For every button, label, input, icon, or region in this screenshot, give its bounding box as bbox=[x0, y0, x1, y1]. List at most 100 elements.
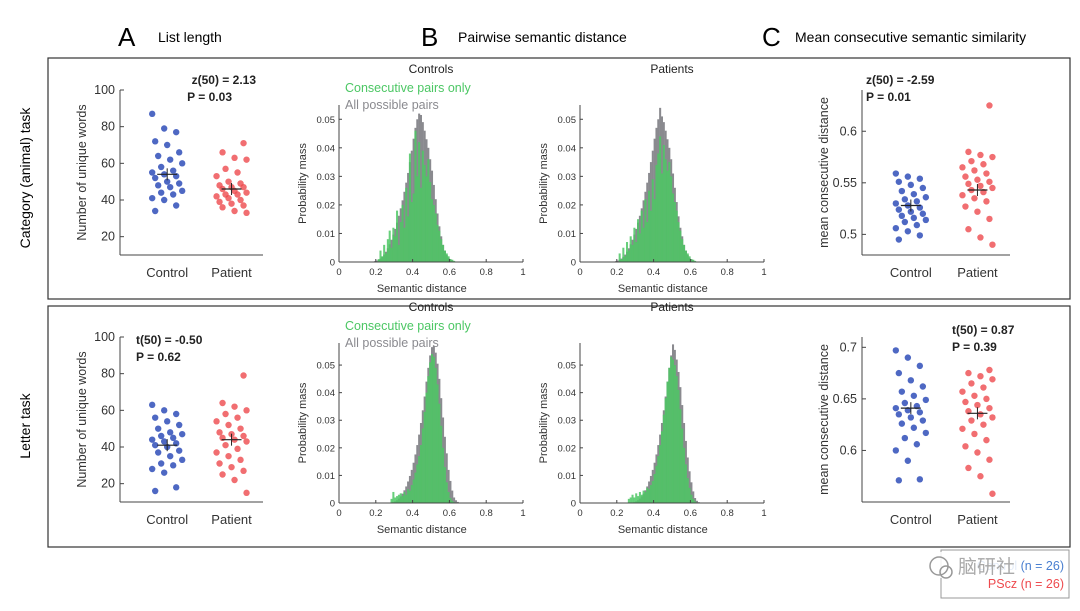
x-tick-label: 0.6 bbox=[684, 508, 697, 519]
patient-point bbox=[968, 380, 975, 387]
consecutive-bar bbox=[653, 199, 656, 262]
patient-point bbox=[228, 200, 235, 207]
patient-point bbox=[959, 425, 966, 432]
column-a-title: List length bbox=[158, 29, 222, 45]
consecutive-bar bbox=[627, 498, 630, 503]
consecutive-bar bbox=[429, 182, 432, 262]
patient-point bbox=[240, 139, 247, 147]
consecutive-bar bbox=[401, 496, 404, 503]
patient-point bbox=[986, 404, 993, 412]
control-point bbox=[892, 170, 900, 177]
control-point bbox=[916, 232, 924, 239]
row-label-letter: Letter task bbox=[17, 392, 33, 458]
control-point bbox=[919, 184, 927, 192]
x-tick-label: 0.6 bbox=[443, 508, 456, 519]
control-point bbox=[148, 194, 156, 202]
x-category-label: Control bbox=[146, 265, 188, 280]
watermark: 脑研社 bbox=[925, 552, 1021, 579]
consecutive-bar bbox=[681, 239, 684, 262]
consecutive-bar bbox=[694, 260, 697, 262]
all-pairs-bar bbox=[447, 469, 450, 503]
all-pairs-bar bbox=[616, 260, 619, 262]
patient-point bbox=[237, 196, 244, 204]
consecutive-bar bbox=[646, 222, 649, 262]
control-point bbox=[148, 110, 156, 118]
control-point bbox=[166, 183, 174, 191]
consecutive-bar bbox=[633, 497, 636, 503]
consecutive-bar bbox=[447, 256, 450, 262]
patient-point bbox=[989, 241, 996, 248]
consecutive-bar bbox=[416, 464, 419, 503]
x-tick-label: 0.4 bbox=[647, 267, 660, 278]
consecutive-bar bbox=[432, 204, 435, 262]
x-tick-label: 0.4 bbox=[647, 508, 660, 519]
consecutive-bar bbox=[683, 447, 686, 503]
consecutive-bar bbox=[451, 259, 454, 262]
x-category-label: Control bbox=[146, 512, 188, 527]
control-point bbox=[175, 149, 183, 156]
row-label-category: Category (animal) task bbox=[17, 107, 33, 249]
all-pairs-bar bbox=[695, 500, 698, 503]
x-tick-label: 0.8 bbox=[721, 267, 734, 278]
y-tick-label: 0.05 bbox=[558, 115, 577, 126]
patient-point bbox=[971, 392, 978, 399]
control-point bbox=[169, 462, 177, 469]
control-point bbox=[172, 202, 180, 209]
control-point bbox=[922, 216, 930, 224]
control-point bbox=[148, 436, 156, 443]
histogram-title: Controls bbox=[409, 300, 454, 314]
control-point bbox=[172, 128, 180, 136]
patient-point bbox=[240, 432, 247, 440]
x-axis-label: Semantic distance bbox=[618, 524, 708, 536]
y-axis-label: Probability mass bbox=[297, 143, 309, 224]
control-point bbox=[160, 196, 168, 204]
control-point bbox=[898, 212, 906, 220]
patient-point bbox=[231, 476, 238, 484]
consecutive-bar bbox=[394, 497, 397, 503]
all-pairs-bar bbox=[445, 453, 448, 503]
control-point bbox=[154, 152, 162, 160]
patient-point bbox=[980, 161, 987, 168]
patient-point bbox=[225, 178, 232, 185]
consecutive-bar bbox=[644, 491, 647, 503]
consecutive-bar bbox=[664, 159, 667, 262]
consecutive-bar bbox=[392, 491, 395, 503]
y-tick-label: 0.03 bbox=[317, 416, 336, 427]
y-axis-label: Probability mass bbox=[538, 382, 550, 463]
stat-p-value: P = 0.01 bbox=[866, 90, 911, 104]
patient-point bbox=[225, 194, 232, 202]
control-point bbox=[916, 476, 924, 483]
y-tick-label: 0.03 bbox=[317, 172, 336, 183]
consecutive-bar bbox=[694, 501, 697, 503]
patient-point bbox=[240, 202, 247, 209]
patient-point bbox=[225, 452, 232, 460]
x-tick-label: 1 bbox=[520, 267, 525, 278]
control-point bbox=[160, 469, 168, 476]
consecutive-bar bbox=[681, 428, 684, 503]
consecutive-bar bbox=[419, 445, 422, 503]
consecutive-bar bbox=[675, 210, 678, 262]
control-point bbox=[895, 411, 903, 418]
consecutive-bar bbox=[405, 187, 408, 262]
control-point bbox=[151, 414, 159, 421]
patient-point bbox=[977, 182, 984, 190]
consecutive-bar bbox=[670, 176, 673, 262]
patient-point bbox=[234, 414, 241, 421]
patient-point bbox=[222, 165, 229, 173]
control-point bbox=[904, 173, 912, 180]
control-point bbox=[895, 178, 903, 185]
control-point bbox=[148, 401, 156, 409]
consecutive-bar bbox=[660, 431, 663, 503]
consecutive-bar bbox=[421, 428, 424, 503]
x-tick-label: 1 bbox=[761, 508, 766, 519]
control-point bbox=[916, 409, 924, 416]
control-point bbox=[157, 189, 165, 196]
consecutive-bar bbox=[416, 176, 419, 262]
consecutive-bar bbox=[622, 247, 625, 262]
patient-point bbox=[231, 207, 238, 215]
consecutive-bar bbox=[440, 425, 443, 503]
consecutive-bar bbox=[418, 142, 421, 262]
consecutive-bar bbox=[451, 500, 454, 503]
histogram-title: Patients bbox=[650, 300, 693, 314]
control-point bbox=[178, 430, 186, 438]
